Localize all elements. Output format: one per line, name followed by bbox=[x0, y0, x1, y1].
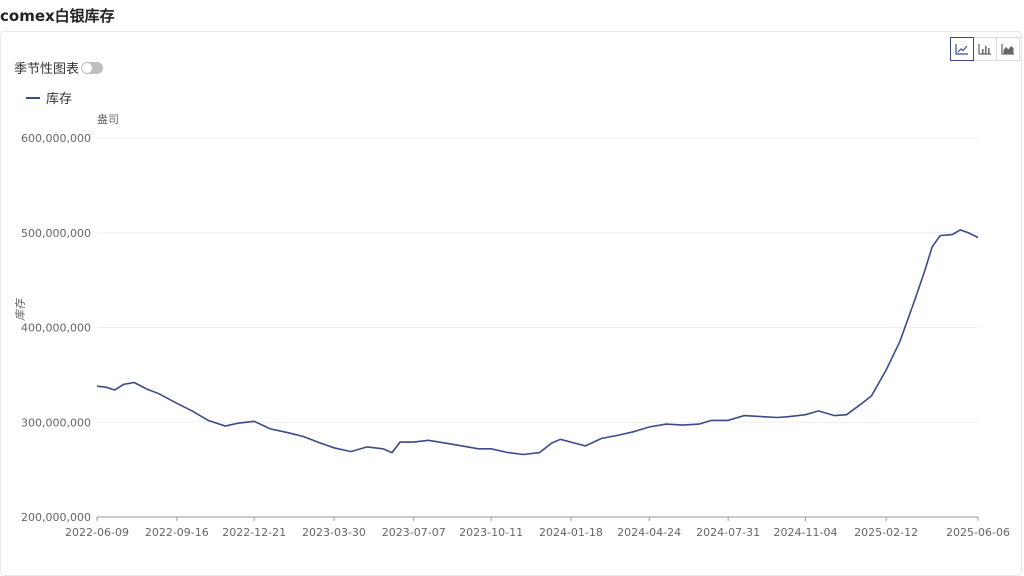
x-tick-label: 2023-03-30 bbox=[302, 526, 366, 539]
x-tick-label: 2025-06-06 bbox=[946, 526, 1010, 539]
seasonal-chart-label: 季节性图表 bbox=[14, 62, 80, 77]
y-axis-ticks: 200,000,000 300,000,000 400,000,000 500,000… bbox=[21, 132, 91, 524]
y-unit-label: 盎司 bbox=[97, 112, 119, 126]
area-chart-icon bbox=[1001, 44, 1014, 55]
x-tick-label: 2022-06-09 bbox=[65, 526, 129, 539]
series-line-库存[interactable] bbox=[96, 229, 979, 456]
bar-chart-icon bbox=[978, 44, 991, 55]
legend-label: 库存 bbox=[46, 92, 73, 107]
x-tick-label: 2024-11-04 bbox=[774, 526, 838, 539]
seasonal-chart-toggle-row: 季节性图表 bbox=[14, 58, 104, 77]
x-tick-label: 2023-07-07 bbox=[382, 526, 446, 539]
x-tick-label: 2024-04-24 bbox=[617, 526, 681, 539]
y-tick-label: 200,000,000 bbox=[21, 511, 91, 524]
y-tick-label: 600,000,000 bbox=[21, 132, 91, 145]
toggle-knob bbox=[82, 62, 93, 73]
chart-type-toolbar bbox=[950, 37, 1020, 61]
x-tick-label: 2025-02-12 bbox=[854, 526, 918, 539]
area-chart-button[interactable] bbox=[996, 37, 1020, 61]
line-chart-icon bbox=[955, 44, 968, 55]
x-tick-label: 2022-09-16 bbox=[145, 526, 209, 539]
x-tick-label: 2022-12-21 bbox=[222, 526, 286, 539]
line-chart-button[interactable] bbox=[950, 37, 974, 61]
x-tick-label: 2023-10-11 bbox=[459, 526, 523, 539]
x-tick-label: 2024-07-31 bbox=[696, 526, 760, 539]
page-title: comex白银库存 bbox=[0, 7, 115, 25]
chart-legend[interactable]: 库存 bbox=[26, 88, 72, 107]
y-tick-label: 400,000,000 bbox=[21, 322, 91, 335]
x-axis-ticks: 2022-06-09 2022-09-16 2022-12-21 2023-03-30… bbox=[65, 517, 1010, 539]
seasonal-chart-toggle[interactable] bbox=[81, 61, 104, 74]
y-tick-label: 500,000,000 bbox=[21, 227, 91, 240]
y-tick-label: 300,000,000 bbox=[21, 416, 91, 429]
legend-swatch bbox=[26, 96, 40, 99]
y-axis-label: 库存 bbox=[14, 297, 27, 321]
x-tick-label: 2024-01-18 bbox=[539, 526, 603, 539]
chart-panel bbox=[0, 31, 1022, 576]
gridlines bbox=[97, 137, 978, 423]
